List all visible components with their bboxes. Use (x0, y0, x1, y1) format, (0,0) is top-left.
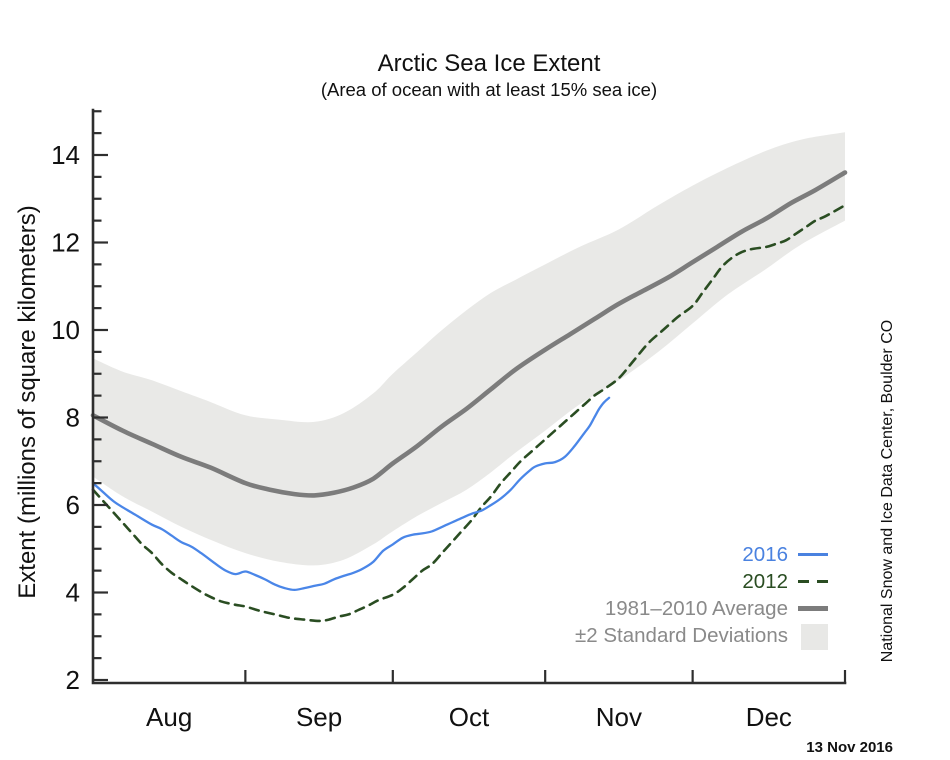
title-block: Arctic Sea Ice Extent (Area of ocean wit… (93, 50, 885, 100)
legend-swatch-2016-line-icon (798, 541, 828, 568)
y-tick-label: 8 (66, 403, 80, 433)
x-month-label-dec: Dec (746, 702, 792, 732)
legend: 2016 2012 1981–2010 Average ±2 Standard … (430, 541, 828, 650)
series-1981-2010-average-line (90, 170, 848, 498)
date-stamp: 13 Nov 2016 (806, 739, 893, 756)
legend-label-stddev: ±2 Standard Deviations (575, 623, 788, 647)
y-tick-label: 6 (66, 490, 80, 520)
legend-label-2016: 2016 (742, 542, 788, 566)
legend-item-average: 1981–2010 Average (430, 595, 828, 622)
y-axis-label: Extent (millions of square kilometers) (14, 205, 41, 599)
series-2016-line (91, 396, 611, 592)
x-month-label-sep: Sep (296, 702, 342, 732)
legend-swatch-average-thick-line-icon (798, 595, 828, 622)
legend-item-2016: 2016 (430, 541, 828, 568)
legend-swatch-stddev-box-icon (798, 622, 828, 650)
legend-item-stddev: ±2 Standard Deviations (430, 622, 828, 650)
chart-title: Arctic Sea Ice Extent (377, 50, 601, 77)
legend-swatch-2012-dashes-icon (798, 568, 828, 595)
axes-frame (91, 108, 847, 685)
x-month-label-oct: Oct (449, 702, 490, 732)
credit-text: National Snow and Ice Data Center, Bould… (879, 319, 896, 663)
series-2012-line (91, 204, 847, 623)
legend-item-2012: 2012 (430, 568, 828, 595)
chart-subtitle: (Area of ocean with at least 15% sea ice… (320, 78, 658, 100)
legend-label-2012: 2012 (742, 569, 788, 593)
x-month-label-aug: Aug (146, 702, 192, 732)
y-tick-label: 4 (66, 578, 80, 608)
y-tick-label: 14 (51, 140, 80, 170)
stddev-band-area (93, 132, 845, 566)
x-month-label-nov: Nov (596, 702, 642, 732)
y-tick-label: 2 (66, 665, 80, 695)
legend-label-average: 1981–2010 Average (604, 596, 788, 620)
y-tick-label: 12 (51, 228, 80, 258)
y-tick-label: 10 (51, 315, 80, 345)
